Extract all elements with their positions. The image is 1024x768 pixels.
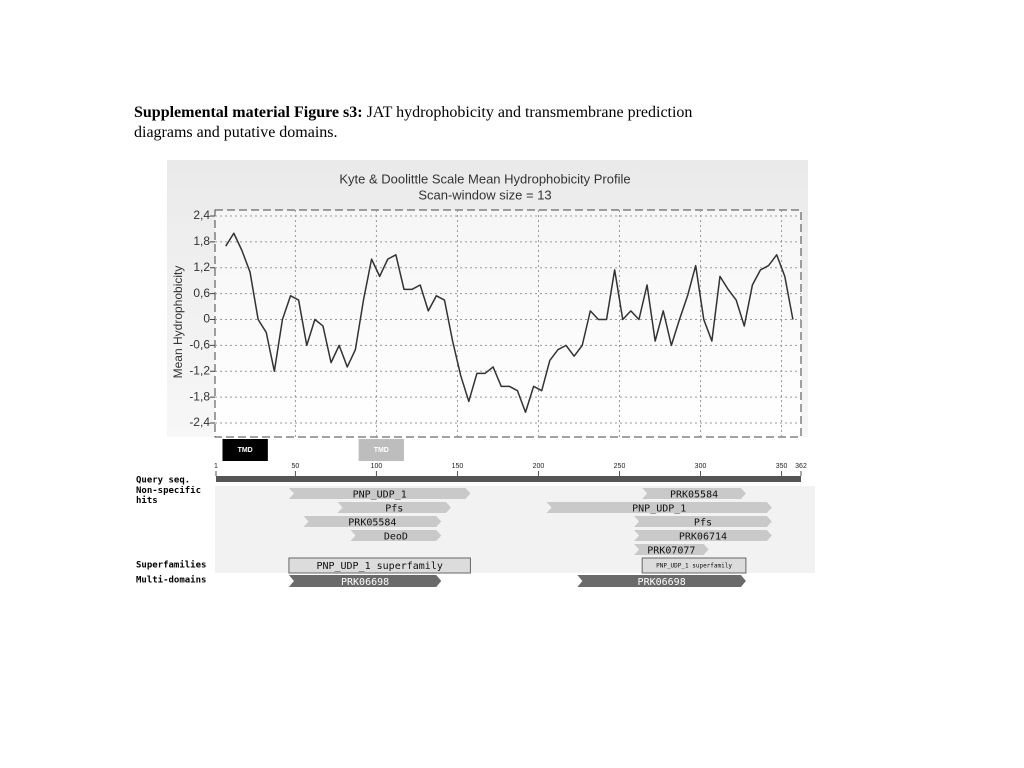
superfamily-label: PNP_UDP_1 superfamily <box>316 561 442 572</box>
ruler-label: 150 <box>452 463 464 470</box>
tmd-label: TMD <box>374 447 389 454</box>
ruler-label: 350 <box>776 463 788 470</box>
y-tick-label: 1,2 <box>193 260 210 274</box>
hydrophobicity-line <box>225 232 794 413</box>
tmd-box <box>222 439 268 461</box>
hit-label: PNP_UDP_1 <box>353 490 407 501</box>
hit <box>288 488 471 499</box>
ruler-label: 362 <box>795 463 807 470</box>
hit-label: DeoD <box>384 532 408 543</box>
ruler-label: 300 <box>695 463 707 470</box>
plot-area <box>214 209 802 438</box>
ruler-label: 100 <box>371 463 383 470</box>
hit <box>634 516 772 527</box>
hit <box>303 516 442 527</box>
hit-label: Pfs <box>385 504 403 515</box>
hits-label: Non-specific hits <box>136 486 202 506</box>
chart-title: Kyte & Doolittle Scale Mean Hydrophobici… <box>339 171 630 186</box>
hit-label: PRK06714 <box>679 532 727 543</box>
ruler-label: 50 <box>292 463 300 470</box>
tmd-label: TMD <box>238 447 253 454</box>
hit-label: PRK07077 <box>647 546 695 557</box>
superfamily <box>641 557 747 574</box>
ruler-label: 1 <box>214 463 218 470</box>
hit <box>337 502 451 513</box>
multi-domain <box>577 575 746 587</box>
y-tick-label: 0,6 <box>193 286 210 300</box>
multi-label: Multi-domains <box>136 575 206 586</box>
y-tick-label: -0,6 <box>189 338 210 352</box>
hit <box>350 530 442 541</box>
y-axis-label: Mean Hydrophobicity <box>171 266 185 379</box>
hit-label: PRK05584 <box>348 518 396 529</box>
caption-text: JAT hydrophobicity and transmembrane pre… <box>134 104 693 141</box>
y-tick-label: 0 <box>203 312 210 326</box>
hit-label: Pfs <box>694 518 712 529</box>
hit <box>634 530 772 541</box>
superfamily-label: PNP_UDP_1 superfamily <box>656 563 732 570</box>
y-tick-label: -2,4 <box>189 415 210 429</box>
hits-label-box: Non-specific hits <box>136 486 202 506</box>
ruler-label: 250 <box>614 463 626 470</box>
hit-label: PNP_UDP_1 <box>632 504 686 515</box>
y-tick-label: 1,8 <box>193 234 210 248</box>
multi-domain-label: PRK06698 <box>638 577 686 588</box>
caption: Supplemental material Figure s3: JAT hyd… <box>134 103 744 143</box>
chart-subtitle: Scan-window size = 13 <box>418 187 551 202</box>
superfamilies-label: Superfamilies <box>136 560 206 571</box>
y-tick-label: -1,8 <box>189 389 210 403</box>
superfamily <box>288 557 471 574</box>
hit <box>546 502 772 513</box>
caption-bold: Supplemental material Figure s3: <box>134 104 363 121</box>
tmd-box <box>358 439 404 461</box>
ruler-label: 200 <box>533 463 545 470</box>
query-label: Query seq. <box>136 476 190 486</box>
multi-domain <box>288 575 442 587</box>
hit <box>634 544 709 555</box>
query-bar <box>216 476 801 482</box>
y-tick-label: -1,2 <box>189 363 210 377</box>
hit-label: PRK05584 <box>670 490 718 501</box>
hit <box>642 488 746 499</box>
multi-domain-label: PRK06698 <box>341 577 389 588</box>
y-tick-label: 2,4 <box>193 208 210 222</box>
